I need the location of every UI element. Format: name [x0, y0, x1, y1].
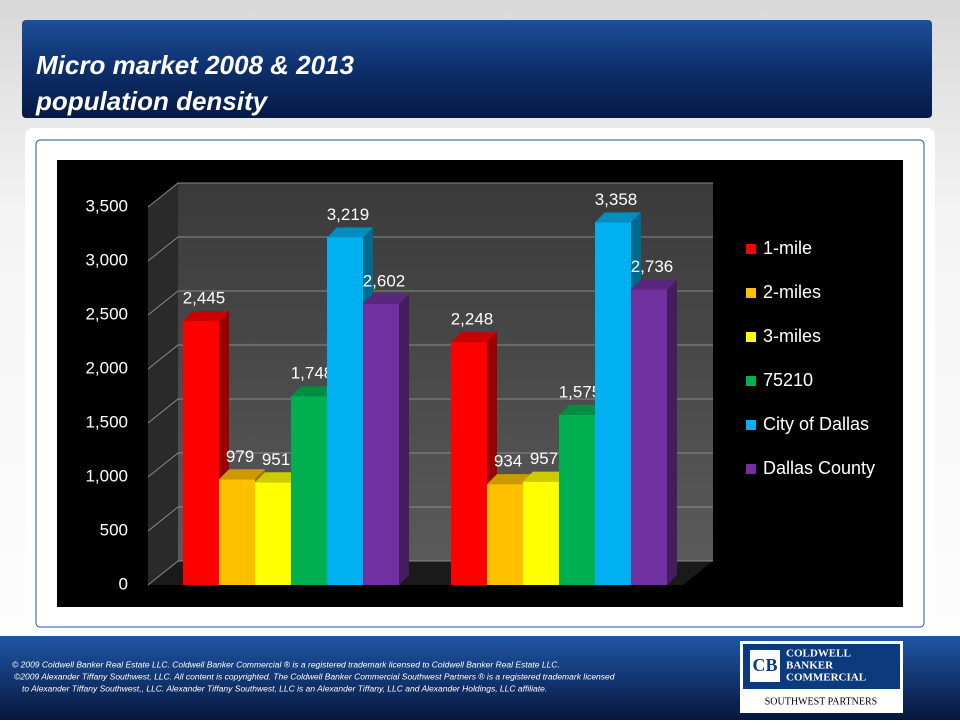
bar-side — [667, 279, 677, 585]
legend-swatch — [746, 332, 756, 342]
value-label: 3,219 — [327, 205, 370, 224]
bar-side — [399, 293, 409, 585]
bar — [327, 237, 363, 585]
bar — [219, 479, 255, 585]
bar-top — [523, 471, 569, 482]
bar — [487, 484, 523, 585]
footer-text: © 2009 Coldwell Banker Real Estate LLC. … — [12, 659, 615, 693]
title-line: population density — [35, 86, 269, 116]
value-label: 1,575 — [559, 382, 602, 401]
grid-line — [147, 236, 713, 262]
y-tick-label: 0 — [119, 574, 128, 593]
footer-line: ©2009 Alexander Tiffany Southwest, LLC. … — [14, 671, 615, 681]
grid-line — [147, 182, 713, 208]
legend-label: 75210 — [763, 370, 813, 390]
grid-line — [147, 344, 713, 370]
bar — [559, 414, 595, 585]
legend-label: 2-miles — [763, 282, 821, 302]
legend-label: City of Dallas — [763, 414, 869, 434]
bar-top — [291, 386, 337, 397]
y-tick-label: 1,500 — [85, 412, 128, 431]
value-label: 2,736 — [631, 257, 674, 276]
bar — [291, 396, 327, 585]
value-label: 934 — [494, 452, 522, 471]
legend-label: Dallas County — [763, 458, 875, 478]
value-label: 2,602 — [363, 271, 406, 290]
value-label: 979 — [226, 447, 254, 466]
legend-label: 3-miles — [763, 326, 821, 346]
bar — [451, 342, 487, 585]
y-tick-label: 3,000 — [85, 250, 128, 269]
value-label: 1,748 — [291, 364, 334, 383]
legend-label: 1-mile — [763, 238, 812, 258]
value-label: 2,248 — [451, 310, 494, 329]
grid-line — [147, 398, 713, 424]
legend-swatch — [746, 420, 756, 430]
logo-text: COMMERCIAL — [786, 672, 866, 684]
bar-top — [327, 227, 373, 238]
y-tick-label: 500 — [100, 520, 128, 539]
legend-swatch — [746, 376, 756, 386]
bar-top — [487, 474, 533, 485]
legend-swatch — [746, 464, 756, 474]
value-label: 957 — [530, 449, 558, 468]
value-label: 951 — [262, 450, 290, 469]
bar — [595, 222, 631, 585]
logo-subtitle: SOUTHWEST PARTNERS — [765, 696, 877, 707]
header-bar — [22, 20, 932, 118]
logo-text: COLDWELL — [786, 648, 851, 660]
y-tick-label: 3,500 — [85, 196, 128, 215]
plot: 0 500 1,000 1,500 2,000 2,500 3,000 3,500 2,445 9… — [85, 182, 875, 593]
value-label: 2,445 — [183, 288, 226, 307]
bar-top — [183, 310, 229, 321]
y-tick-label: 2,500 — [85, 304, 128, 323]
bar-top — [595, 212, 641, 223]
side-wall — [148, 183, 178, 585]
bar-top — [451, 332, 497, 343]
logo-mark — [750, 650, 780, 682]
bar — [183, 320, 219, 585]
logo-glyph: CB — [752, 655, 777, 675]
footer-line: to Alexander Tiffany Southwest,, LLC. Al… — [22, 683, 547, 693]
legend-swatch — [746, 244, 756, 254]
grid-line — [147, 290, 713, 316]
footer-line: © 2009 Coldwell Banker Real Estate LLC. … — [12, 659, 560, 669]
bar-top — [219, 469, 265, 480]
bar — [255, 482, 291, 585]
logo-text: BANKER — [786, 660, 834, 672]
bar — [363, 303, 399, 585]
bar — [631, 289, 667, 585]
bar-top — [631, 279, 677, 290]
bar-top — [559, 404, 605, 415]
bar-top — [363, 293, 409, 304]
title-line: Micro market 2008 & 2013 — [36, 50, 355, 80]
bar-top — [255, 472, 301, 483]
y-tick-label: 1,000 — [85, 466, 128, 485]
grid-line — [147, 452, 713, 478]
bar — [523, 481, 559, 585]
value-label: 3,358 — [595, 190, 638, 209]
legend-swatch — [746, 288, 756, 298]
y-tick-label: 2,000 — [85, 358, 128, 377]
